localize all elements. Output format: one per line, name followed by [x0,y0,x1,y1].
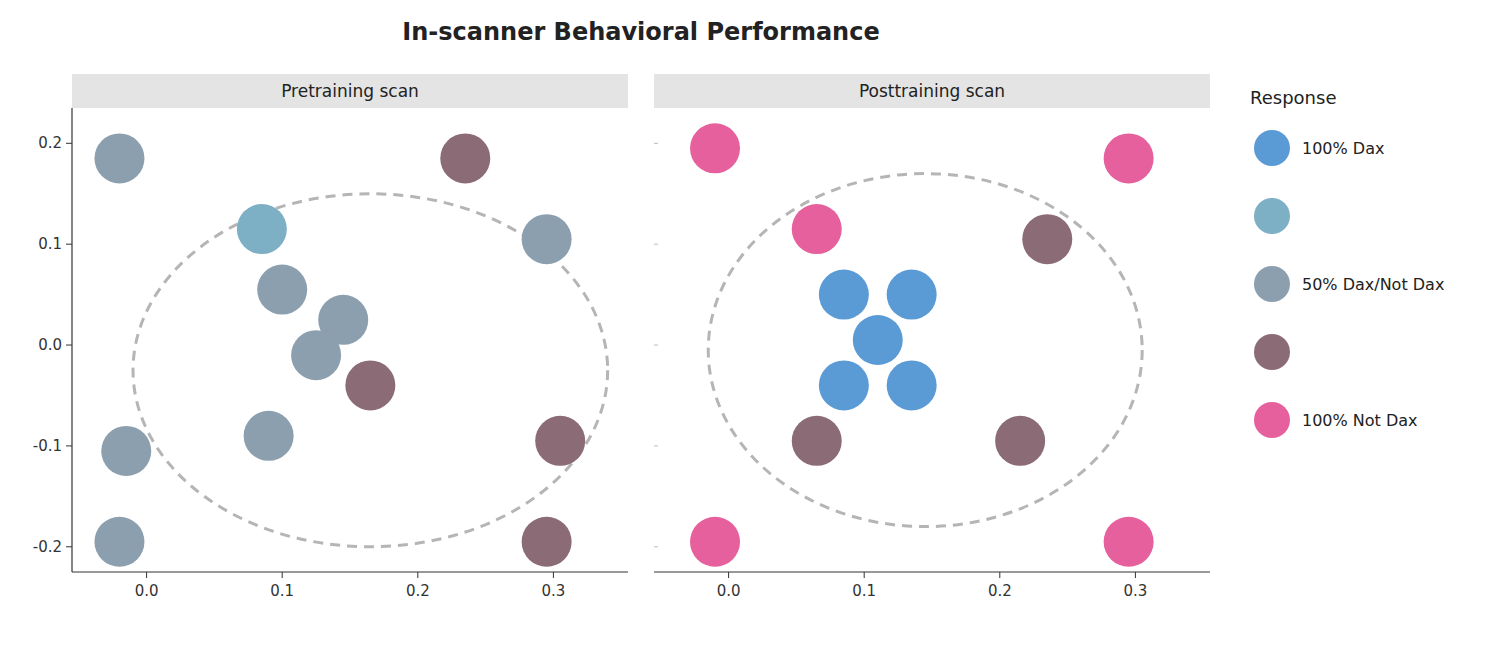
y-tick-label: -0.2 [33,538,62,556]
x-axis-line [654,571,1210,572]
point [690,517,740,567]
point [237,204,287,254]
legend-swatch [1254,402,1290,438]
legend-swatch [1254,266,1290,302]
panel: Posttraining scan 0.0 0.1 0.2 0.3 [654,74,1210,600]
panel-band [654,74,1210,108]
y-tick [66,244,72,245]
point [792,204,842,254]
y-tick-label: 0.2 [38,134,62,152]
panel-label: Pretraining scan [281,81,419,101]
x-tick [864,572,865,578]
y-tick [66,143,72,144]
plot-area [690,123,1154,566]
y-tick [66,345,72,346]
point [819,360,869,410]
point [819,270,869,320]
plot-area [94,133,607,566]
point [522,517,572,567]
y-tick [654,546,658,547]
point [995,416,1045,466]
panel-label: Posttraining scan [859,81,1005,101]
chart-root: In-scanner Behavioral Performance Pretrai… [0,0,1503,652]
x-tick-label: 0.1 [270,582,294,600]
y-tick [654,143,658,144]
point [101,426,151,476]
legend-label: 100% Dax [1302,139,1384,158]
ellipse [133,194,608,547]
background [0,0,1503,652]
x-tick-label: 0.1 [852,582,876,600]
x-tick [282,572,283,578]
x-tick-label: 0.0 [135,582,159,600]
point [535,416,585,466]
point [257,265,307,315]
y-tick [654,445,658,446]
x-tick-label: 0.0 [717,582,741,600]
x-tick [553,572,554,578]
point [291,330,341,380]
point [1104,517,1154,567]
point [887,360,937,410]
point [690,123,740,173]
ellipse [708,174,1142,527]
point [887,270,937,320]
y-tick [654,345,658,346]
legend-swatch [1254,198,1290,234]
y-tick-label: 0.0 [38,336,62,354]
x-tick [146,572,147,578]
legend-swatch [1254,334,1290,370]
point [94,517,144,567]
chart-title: In-scanner Behavioral Performance [402,18,879,46]
point [244,411,294,461]
y-axis-line [71,108,72,572]
x-tick [999,572,1000,578]
x-tick-label: 0.3 [541,582,565,600]
panel: Pretraining scan 0.0 0.1 0.2 0.3 -0.2 -0.1 0.0 0… [33,74,628,600]
legend-title: Response [1250,87,1336,108]
point [1104,133,1154,183]
x-tick [417,572,418,578]
y-tick [66,445,72,446]
y-tick-label: 0.1 [38,235,62,253]
legend-swatch [1254,130,1290,166]
point [94,133,144,183]
point [792,416,842,466]
legend: Response 100% Dax 50% Dax/Not Dax 100% Not … [1250,87,1444,438]
point [440,133,490,183]
x-axis-line [72,571,628,572]
x-tick-label: 0.2 [988,582,1012,600]
panel-band [72,74,628,108]
point [853,315,903,365]
x-tick-label: 0.3 [1123,582,1147,600]
point [345,360,395,410]
x-tick-label: 0.2 [406,582,430,600]
point [1022,214,1072,264]
x-tick [728,572,729,578]
legend-label: 100% Not Dax [1302,411,1418,430]
x-tick [1135,572,1136,578]
legend-label: 50% Dax/Not Dax [1302,275,1444,294]
y-tick [654,244,658,245]
y-tick [66,546,72,547]
point [522,214,572,264]
y-tick-label: -0.1 [33,437,62,455]
